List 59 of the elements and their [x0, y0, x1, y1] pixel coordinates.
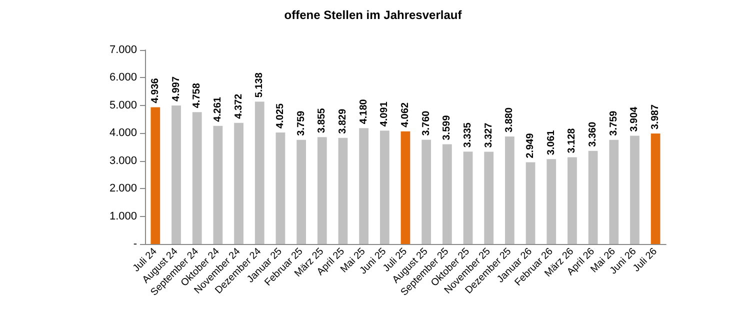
bar [172, 106, 181, 244]
bar [234, 122, 244, 244]
bar [609, 140, 619, 244]
bar [650, 134, 660, 244]
data-label: 4.091 [379, 101, 390, 127]
y-tick-label: 2.000 [109, 182, 137, 195]
bar [505, 136, 514, 244]
data-label: 3.855 [316, 108, 328, 134]
bar [380, 130, 390, 244]
bar [150, 107, 160, 244]
bar [463, 152, 473, 244]
bar [192, 112, 202, 244]
y-tick-label: 7.000 [109, 44, 137, 56]
data-label: 3.759 [608, 110, 620, 136]
bar [546, 159, 556, 244]
data-label: 3.880 [504, 107, 516, 132]
y-tick-label: 5.000 [109, 99, 137, 112]
data-label: 4.758 [192, 82, 203, 108]
bar [317, 137, 327, 244]
bar [213, 126, 223, 244]
data-label: 5.138 [254, 72, 266, 98]
bar [400, 131, 410, 244]
y-tick-label: 3.000 [109, 154, 137, 167]
y-tick-label: - [133, 238, 138, 250]
y-tick-label: 1.000 [109, 210, 137, 222]
bar [588, 150, 598, 244]
data-label: 4.372 [233, 93, 244, 119]
data-label: 4.997 [170, 76, 182, 102]
data-label: 3.335 [462, 122, 474, 148]
data-label: 3.327 [483, 122, 494, 148]
y-tick-label: 4.000 [109, 127, 137, 140]
bar [526, 162, 536, 244]
bar [276, 132, 286, 244]
bar [630, 136, 640, 244]
data-label: 4.062 [400, 102, 411, 128]
data-label: 4.025 [274, 102, 286, 128]
data-label: 3.599 [442, 114, 453, 140]
data-label: 3.128 [566, 128, 578, 154]
bar [484, 152, 494, 244]
data-label: 3.061 [546, 130, 557, 156]
data-label: 3.760 [420, 110, 432, 136]
bar [338, 138, 348, 244]
data-label: 2.949 [525, 132, 536, 158]
y-tick-label: 6.000 [109, 72, 137, 84]
data-label: 3.759 [296, 110, 307, 136]
data-label: 4.180 [358, 98, 370, 124]
bar [422, 140, 432, 244]
data-label: 4.936 [150, 78, 161, 104]
bar [568, 157, 577, 244]
chart-title: offene Stellen im Jahresverlauf [284, 8, 463, 22]
data-label: 3.360 [588, 121, 599, 147]
data-label: 3.829 [337, 108, 348, 134]
bar [296, 140, 306, 244]
bar [254, 102, 264, 244]
data-label: 3.987 [650, 104, 662, 130]
bar [359, 128, 369, 244]
data-label: 3.904 [629, 106, 640, 132]
data-label: 4.261 [212, 96, 224, 122]
bar [442, 144, 452, 244]
